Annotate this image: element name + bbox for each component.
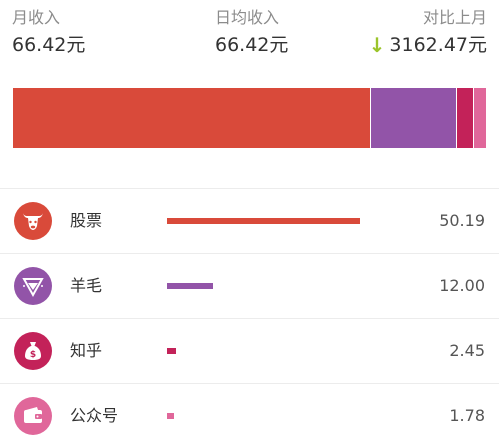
down-arrow-icon: ↓ [368,33,386,57]
svg-text:$: $ [30,350,36,360]
income-source-bar [167,413,174,419]
diamond-icon [14,267,52,305]
month-comparison-value: 3162.47元 [389,34,487,56]
month-comparison-value-row: ↓ 3162.47元 [369,32,487,58]
monthly-income-label: 月收入 [12,8,61,27]
income-source-amount: 1.78 [449,406,485,425]
income-source-name: 羊毛 [70,276,103,295]
income-source-amount: 12.00 [439,276,485,295]
income-source-row[interactable]: 公众号 1.78 [0,384,499,447]
daily-average-stat: 日均收入 66.42元 [215,8,288,58]
income-share-segment [473,88,486,148]
bull-icon [14,202,52,240]
income-share-bar[interactable] [13,88,486,148]
income-source-list: 股票 50.19 羊毛 12.00 $ 知乎 2.45 公众号 1.78 [0,189,499,447]
wallet-icon [14,397,52,435]
month-comparison-label: 对比上月 [422,8,487,27]
daily-average-value: 66.42元 [215,34,289,56]
month-comparison-stat: 对比上月 ↓ 3162.47元 [369,8,487,58]
income-source-name: 股票 [70,211,103,230]
income-source-row[interactable]: 羊毛 12.00 [0,254,499,319]
income-source-bar [167,283,214,289]
income-share-segment [370,88,456,148]
money-bag-icon: $ [14,332,52,370]
income-source-bar [167,218,360,224]
income-source-row[interactable]: $ 知乎 2.45 [0,319,499,384]
income-share-segment [455,88,474,148]
income-source-name: 知乎 [70,341,103,360]
monthly-income-value: 66.42元 [12,34,86,56]
income-source-amount: 2.45 [449,341,485,360]
income-source-row[interactable]: 股票 50.19 [0,189,499,254]
divider [0,188,499,189]
income-summary: 月收入 66.42元 日均收入 66.42元 对比上月 ↓ 3162.47元 [0,0,499,70]
income-source-amount: 50.19 [439,211,485,230]
daily-average-label: 日均收入 [215,8,280,27]
income-source-name: 公众号 [70,406,119,425]
income-share-segment [13,88,371,148]
income-source-bar [167,348,177,354]
monthly-income-stat: 月收入 66.42元 [12,8,85,58]
